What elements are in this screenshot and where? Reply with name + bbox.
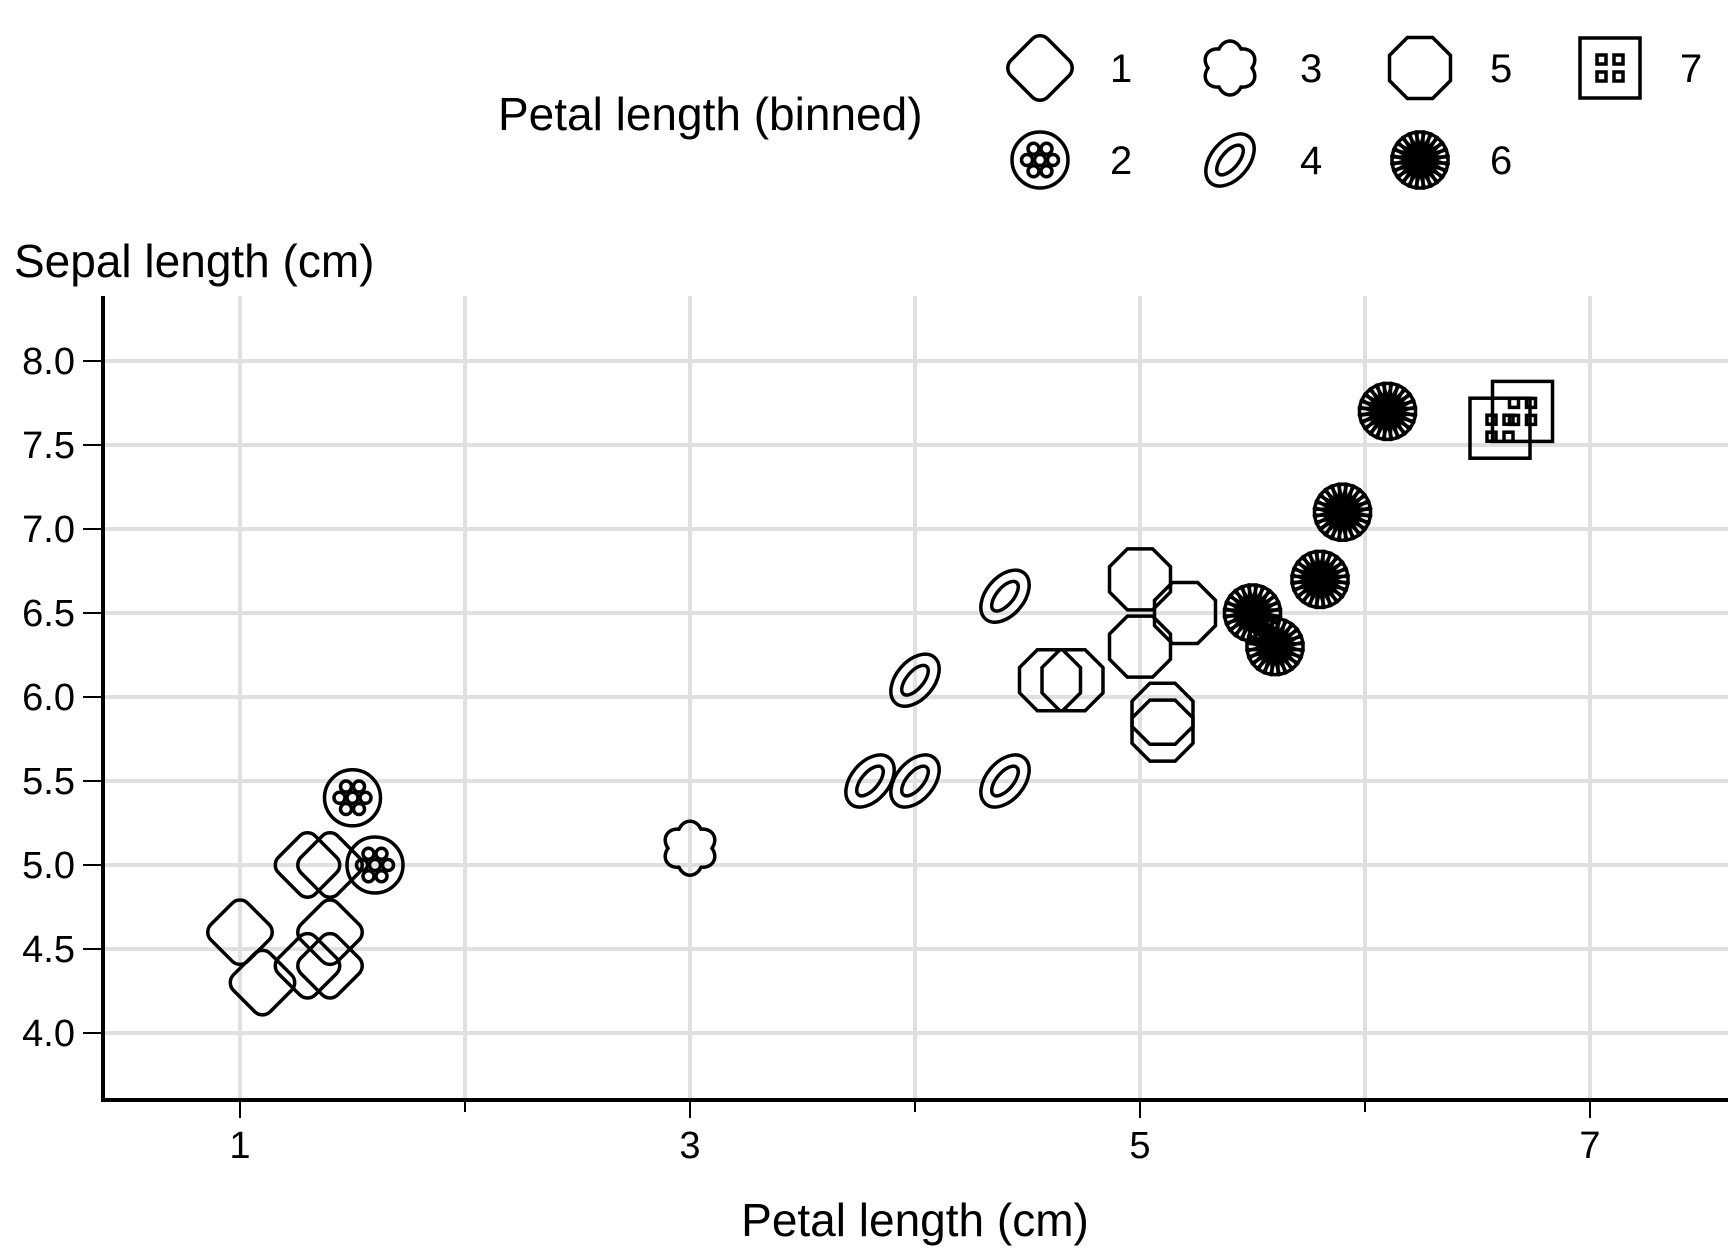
x-tick-label: 5 <box>1129 1125 1150 1167</box>
y-axis-title: Sepal length (cm) <box>14 235 375 287</box>
x-tick-label: 7 <box>1579 1125 1600 1167</box>
data-point-bin-2 <box>322 768 383 828</box>
data-point-bin-4 <box>844 753 896 809</box>
data-point-bin-2 <box>345 835 405 895</box>
y-tick-label: 4.0 <box>22 1013 75 1055</box>
data-point-bin-4 <box>889 753 941 809</box>
legend-symbol-1 <box>1006 34 1074 102</box>
grid <box>103 296 1728 1100</box>
y-tick-label: 8.0 <box>22 341 75 383</box>
data-point-bin-3 <box>663 819 717 877</box>
legend-label-7: 7 <box>1680 47 1702 91</box>
data-point-bin-1 <box>228 948 297 1017</box>
legend-symbol-3 <box>1203 39 1257 97</box>
legend-label-1: 1 <box>1110 47 1132 91</box>
legend-symbol-4 <box>1204 132 1256 188</box>
data-point-bin-4 <box>979 753 1031 809</box>
data-point-bin-5 <box>1107 547 1173 612</box>
data-point-bin-1 <box>273 831 342 899</box>
x-axis-title: Petal length (cm) <box>741 1194 1089 1246</box>
y-tick-label: 6.0 <box>22 677 75 719</box>
data-point-bin-5 <box>1130 681 1195 747</box>
y-tick-label: 5.5 <box>22 761 75 803</box>
data-point-bin-6 <box>1357 381 1418 442</box>
legend-label-4: 4 <box>1300 139 1322 183</box>
legend-label-6: 6 <box>1490 139 1512 183</box>
legend-label-3: 3 <box>1300 47 1322 91</box>
y-tick-label: 5.0 <box>22 845 75 887</box>
y-tick-label: 7.5 <box>22 425 75 467</box>
data-point-bin-1 <box>296 931 364 1000</box>
data-point-bin-1 <box>273 931 342 1000</box>
data-point-bin-7 <box>1490 379 1555 444</box>
legend-title: Petal length (binned) <box>498 88 923 140</box>
data-point-bin-5 <box>1107 614 1173 679</box>
data-point-bin-5 <box>1040 647 1105 713</box>
data-point-bin-6 <box>1290 549 1350 610</box>
legend-symbol-7 <box>1578 36 1642 100</box>
legend-symbol-2 <box>1010 130 1070 190</box>
data-point-bin-1 <box>296 898 364 967</box>
data-point-bin-4 <box>979 568 1031 624</box>
legend: Petal length (binned) 1 2 3 4 5 6 7 <box>498 34 1702 190</box>
y-tick-label: 7.0 <box>22 509 75 551</box>
data-point-bin-4 <box>889 652 941 708</box>
legend-label-2: 2 <box>1110 139 1132 183</box>
legend-label-5: 5 <box>1490 47 1512 91</box>
data-point-bin-5 <box>1152 580 1218 646</box>
data-point-bin-7 <box>1468 396 1532 460</box>
x-tick-label: 3 <box>679 1125 700 1167</box>
y-tick-label: 4.5 <box>22 929 75 971</box>
legend-symbol-6 <box>1390 130 1450 190</box>
ticks: 4.0 4.5 5.0 5.5 6.0 6.5 7.0 7.5 8.0 1 3 5 7 <box>22 341 1600 1167</box>
data-points <box>206 379 1555 1017</box>
legend-symbol-5 <box>1387 35 1453 101</box>
data-point-bin-6 <box>1312 482 1373 543</box>
y-tick-label: 6.5 <box>22 593 75 635</box>
x-tick-label: 1 <box>229 1125 250 1167</box>
data-point-bin-6 <box>1245 616 1305 677</box>
data-point-bin-5 <box>1017 647 1083 713</box>
data-point-bin-1 <box>296 831 364 899</box>
